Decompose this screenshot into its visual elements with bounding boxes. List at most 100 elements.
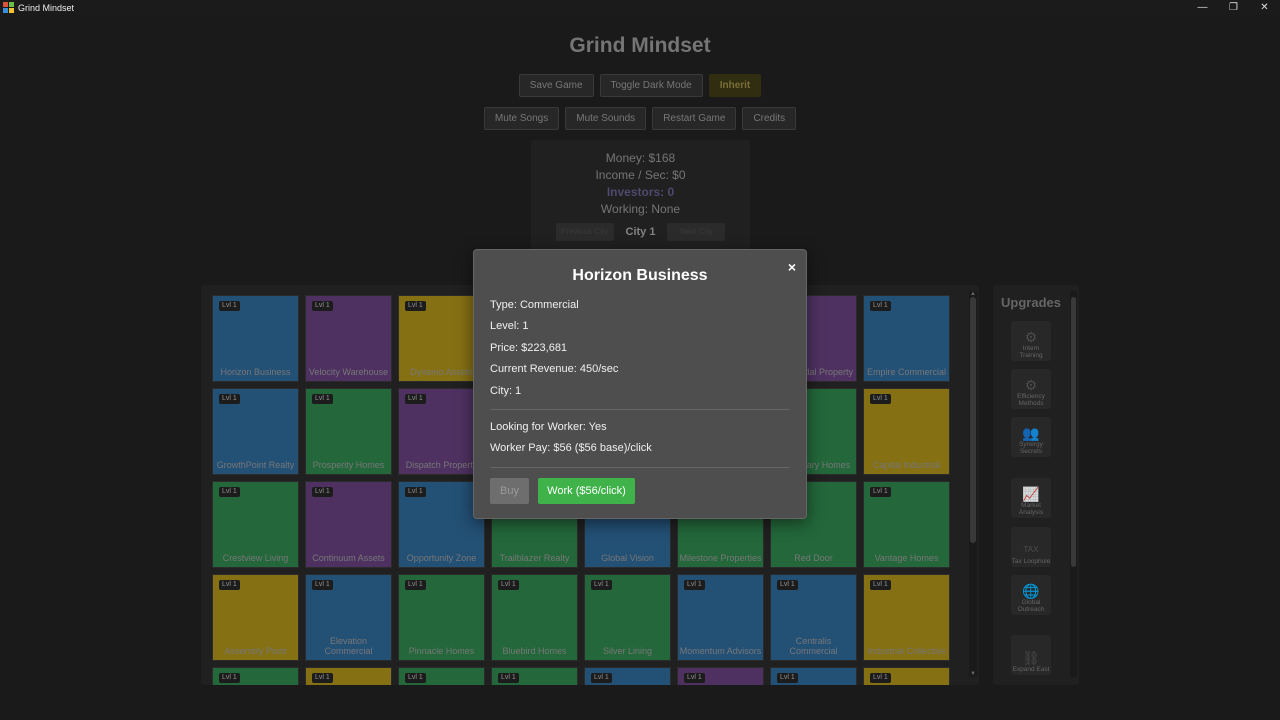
- restore-button[interactable]: ❐: [1229, 2, 1238, 13]
- close-icon[interactable]: ×: [787, 259, 796, 275]
- property-name: Silver Lining: [602, 646, 653, 656]
- level-badge: Lvl 1: [312, 394, 333, 404]
- property-tile[interactable]: Lvl 1 Elevation Commercial: [305, 574, 392, 661]
- property-name: Centralis Commercial: [789, 636, 838, 656]
- upgrades-panel: Upgrades ⚙ Intern Training ⚙ Efficiency Met…: [993, 285, 1079, 685]
- upgrade-button[interactable]: 👥 Synergy Secrets: [1011, 417, 1051, 457]
- property-tile[interactable]: Lvl 1 Empire Commercial: [863, 295, 950, 382]
- mute-sounds-button[interactable]: Mute Sounds: [565, 107, 647, 130]
- property-type: Type: Commercial: [490, 299, 579, 311]
- property-name: Velocity Warehouse: [308, 367, 389, 377]
- upgrade-button[interactable]: ⛓ Expand East: [1011, 635, 1051, 675]
- property-tile[interactable]: Lvl 1: [677, 667, 764, 685]
- people-icon: 👥: [1022, 425, 1040, 441]
- close-window-button[interactable]: ✕: [1260, 2, 1269, 13]
- toggle-dark-mode-button[interactable]: Toggle Dark Mode: [599, 74, 703, 97]
- buy-button[interactable]: Buy: [490, 478, 529, 504]
- upgrade-button[interactable]: TAX Tax Loophole: [1011, 527, 1051, 567]
- property-name: Global Vision: [601, 553, 654, 563]
- property-name: Elevation Commercial: [324, 636, 373, 656]
- property-tile[interactable]: Lvl 1 GrowthPoint Realty: [212, 388, 299, 475]
- upgrade-label: Tax Loophole: [1011, 558, 1051, 565]
- property-tile[interactable]: Lvl 1: [863, 667, 950, 685]
- level-badge: Lvl 1: [777, 580, 798, 590]
- property-name: Capital Industrial: [872, 460, 941, 470]
- property-tile[interactable]: Lvl 1 Silver Lining: [584, 574, 671, 661]
- property-name: Prosperity Homes: [312, 460, 385, 470]
- upgrade-button[interactable]: 📈 Market Analysis: [1011, 478, 1051, 518]
- work-button[interactable]: Work ($56/click): [538, 478, 635, 504]
- city-selector: Previous City City 1 Next City: [531, 223, 750, 241]
- property-tile[interactable]: Lvl 1: [305, 667, 392, 685]
- modal-divider: [490, 467, 790, 468]
- property-tile[interactable]: Lvl 1 Crestview Living: [212, 481, 299, 568]
- upgrade-label: Intern Training: [1019, 345, 1043, 359]
- property-tile[interactable]: Lvl 1 Continuum Assets: [305, 481, 392, 568]
- property-price: Price: $223,681: [490, 342, 568, 354]
- income-stat: Income / Sec: $0: [595, 168, 686, 182]
- level-badge: Lvl 1: [405, 301, 426, 311]
- property-tile[interactable]: Lvl 1: [491, 667, 578, 685]
- next-city-button[interactable]: Next City: [667, 223, 726, 241]
- money-stat: Money: $168: [605, 151, 676, 165]
- property-tile[interactable]: Lvl 1: [398, 667, 485, 685]
- upgrades-scrollbar[interactable]: [1070, 291, 1077, 677]
- property-name: Assembly Point: [224, 646, 287, 656]
- property-name: Momentum Advisors: [679, 646, 762, 656]
- investors-stat: Investors: 0: [606, 185, 675, 199]
- upgrade-button[interactable]: 🌐 Global Outreach: [1011, 575, 1051, 615]
- top-button-row: Save Game Toggle Dark Mode Inherit: [0, 74, 1280, 97]
- upgrade-label: Expand East: [1012, 666, 1050, 673]
- property-tile[interactable]: Lvl 1 Industrial Collective: [863, 574, 950, 661]
- upgrade-button[interactable]: ⚙ Intern Training: [1011, 321, 1051, 361]
- inherit-button[interactable]: Inherit: [708, 74, 762, 97]
- property-tile[interactable]: Lvl 1 Pinnacle Homes: [398, 574, 485, 661]
- property-tile[interactable]: Lvl 1 Momentum Advisors: [677, 574, 764, 661]
- property-name: Dispatch Property: [405, 460, 478, 470]
- level-badge: Lvl 1: [312, 301, 333, 311]
- scroll-up-icon[interactable]: ▲: [970, 291, 976, 297]
- upgrade-button[interactable]: ⚙ Efficiency Methods: [1011, 369, 1051, 409]
- property-tile[interactable]: Lvl 1: [584, 667, 671, 685]
- scroll-down-icon[interactable]: ▼: [970, 671, 976, 677]
- save-game-button[interactable]: Save Game: [518, 74, 594, 97]
- upgrades-scroll-thumb[interactable]: [1071, 297, 1076, 567]
- grid-scroll-thumb[interactable]: [970, 297, 976, 543]
- restart-game-button[interactable]: Restart Game: [652, 107, 737, 130]
- property-tile[interactable]: Lvl 1 Opportunity Zone: [398, 481, 485, 568]
- grid-scrollbar[interactable]: ▲ ▼: [969, 291, 977, 677]
- property-tile[interactable]: Lvl 1 Velocity Warehouse: [305, 295, 392, 382]
- level-badge: Lvl 1: [591, 580, 612, 590]
- property-tile[interactable]: Lvl 1 Horizon Business: [212, 295, 299, 382]
- property-tile[interactable]: Lvl 1 Vantage Homes: [863, 481, 950, 568]
- level-badge: Lvl 1: [684, 580, 705, 590]
- level-badge: Lvl 1: [219, 301, 240, 311]
- game-title: Grind Mindset: [569, 34, 711, 57]
- level-badge: Lvl 1: [870, 673, 891, 683]
- property-tile[interactable]: Lvl 1: [212, 667, 299, 685]
- gear-icon: ⚙: [1024, 329, 1038, 345]
- property-tile[interactable]: Lvl 1 Capital Industrial: [863, 388, 950, 475]
- network-icon: ⛓: [1022, 650, 1040, 666]
- property-tile[interactable]: Lvl 1 Assembly Point: [212, 574, 299, 661]
- window-titlebar: Grind Mindset — ❐ ✕: [0, 0, 1280, 15]
- credits-button[interactable]: Credits: [742, 107, 797, 130]
- minimize-button[interactable]: —: [1197, 2, 1208, 13]
- level-badge: Lvl 1: [870, 580, 891, 590]
- property-tile[interactable]: Lvl 1 Centralis Commercial: [770, 574, 857, 661]
- property-name: Empire Commercial: [866, 367, 946, 377]
- property-tile[interactable]: Lvl 1 Bluebird Homes: [491, 574, 578, 661]
- property-tile[interactable]: Lvl 1 Prosperity Homes: [305, 388, 392, 475]
- property-name: Pinnacle Homes: [408, 646, 475, 656]
- level-badge: Lvl 1: [312, 673, 333, 683]
- property-tile[interactable]: Lvl 1 Dynamo Assets: [398, 295, 485, 382]
- previous-city-button[interactable]: Previous City: [555, 223, 614, 241]
- upgrade-label: Synergy Secrets: [1019, 441, 1043, 455]
- modal-divider: [490, 409, 790, 410]
- property-tile[interactable]: Lvl 1: [770, 667, 857, 685]
- level-badge: Lvl 1: [405, 673, 426, 683]
- mute-songs-button[interactable]: Mute Songs: [483, 107, 560, 130]
- property-name: Intermodal Property: [773, 367, 854, 377]
- level-badge: Lvl 1: [405, 487, 426, 497]
- property-tile[interactable]: Lvl 1 Dispatch Property: [398, 388, 485, 475]
